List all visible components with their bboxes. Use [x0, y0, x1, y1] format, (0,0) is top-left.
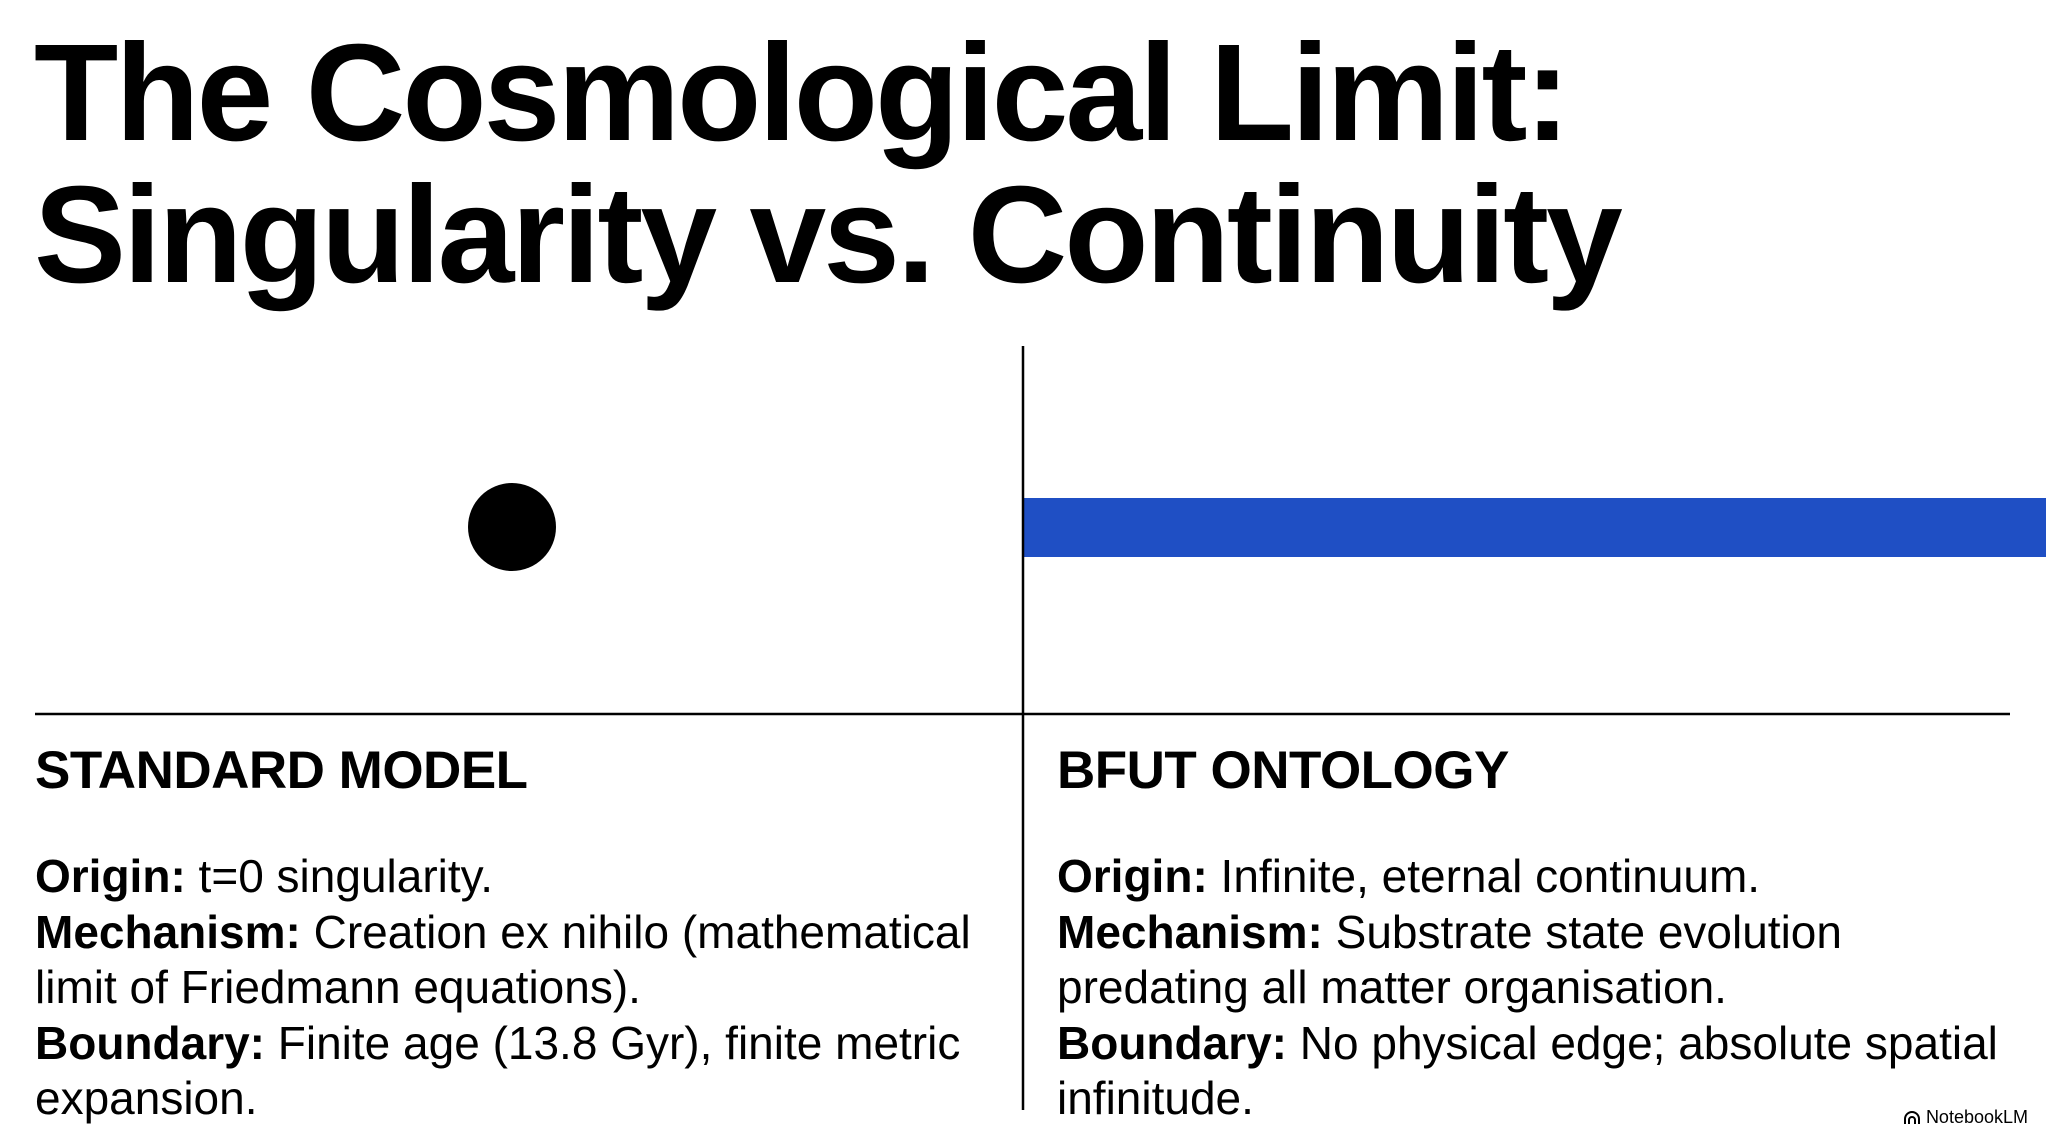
- item-text: No physical edge; absolute spatial infin…: [1057, 1016, 1998, 1125]
- singularity-dot: [468, 483, 556, 571]
- item-label: Mechanism:: [35, 905, 301, 958]
- column-item: Boundary: Finite age (13.8 Gyr), finite …: [35, 1016, 1020, 1127]
- item-text: Substrate state evolution predating all …: [1057, 905, 1842, 1014]
- item-label: Origin:: [1057, 850, 1208, 902]
- item-label: Origin:: [35, 850, 186, 902]
- column-item: Mechanism: Creation ex nihilo (mathemati…: [35, 905, 1020, 1016]
- item-text: Finite age (13.8 Gyr), finite metric exp…: [35, 1016, 961, 1125]
- watermark-text: NotebookLM: [1925, 1107, 2028, 1127]
- continuum-bar: [1023, 498, 2046, 557]
- column-item: Boundary: No physical edge; absolute spa…: [1057, 1016, 2017, 1127]
- title-line: Singularity vs. Continuity: [34, 158, 1623, 312]
- title-line: The Cosmological Limit:: [34, 16, 1570, 170]
- item-text: t=0 singularity.: [198, 850, 494, 902]
- column: BFUT ONTOLOGY Origin: Infinite, eternal …: [1057, 735, 2017, 1127]
- item-label: Boundary:: [35, 1016, 265, 1069]
- item-label: Boundary:: [1057, 1016, 1287, 1069]
- column: STANDARD MODEL Origin: t=0 singularity. …: [35, 735, 1020, 1127]
- title: The Cosmological Limit: Singularity vs. …: [34, 16, 1623, 312]
- column-heading: STANDARD MODEL: [35, 741, 528, 800]
- column-item: Mechanism: Substrate state evolution pre…: [1057, 905, 2017, 1016]
- item-text: Infinite, eternal continuum.: [1220, 850, 1761, 902]
- item-text: Creation ex nihilo (mathematical limit o…: [35, 905, 971, 1014]
- watermark: NotebookLM: [1903, 1107, 2028, 1128]
- column-heading: BFUT ONTOLOGY: [1057, 741, 1509, 800]
- column-item: Origin: t=0 singularity.: [35, 849, 1020, 905]
- column-item: Origin: Infinite, eternal continuum.: [1057, 849, 2017, 905]
- watermark-icon: [1903, 1110, 1920, 1124]
- item-label: Mechanism:: [1057, 905, 1323, 958]
